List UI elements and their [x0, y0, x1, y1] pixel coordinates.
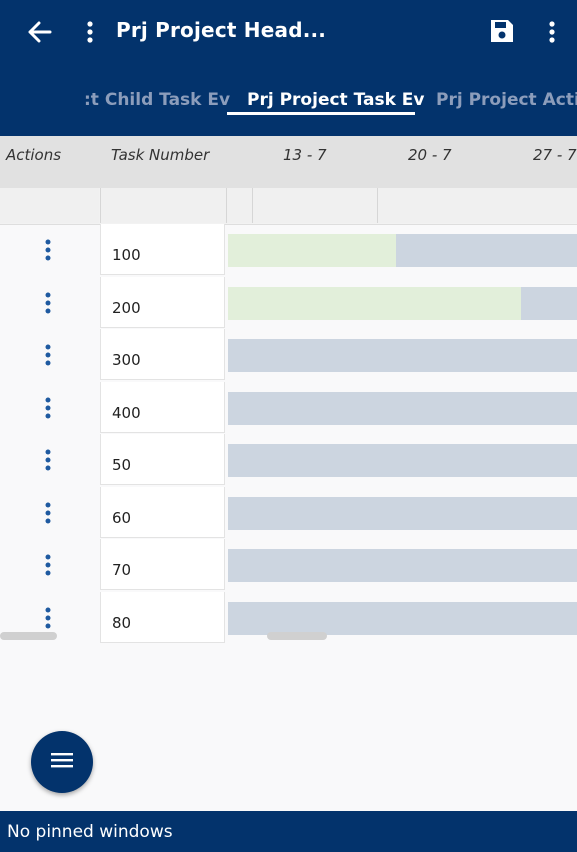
- row-actions-icon[interactable]: [38, 606, 58, 630]
- table-row[interactable]: 200: [0, 276, 577, 329]
- column-header-week-1: 13 - 7: [283, 146, 327, 164]
- horizontal-scrollbar-gantt[interactable]: [267, 632, 327, 640]
- tab-child-task-ev[interactable]: :t Child Task Ev: [84, 90, 231, 110]
- row-actions-icon[interactable]: [38, 448, 58, 472]
- gantt-bar[interactable]: [228, 549, 577, 582]
- table-row[interactable]: 60: [0, 486, 577, 539]
- hamburger-menu-icon: [51, 752, 73, 773]
- task-number-value: 200: [112, 298, 141, 317]
- row-actions-icon[interactable]: [38, 396, 58, 420]
- task-number-value: 50: [112, 456, 132, 474]
- task-number-cell[interactable]: 200: [100, 276, 225, 328]
- column-header-actions[interactable]: Actions: [6, 146, 62, 164]
- task-number-cell[interactable]: 70: [100, 539, 225, 590]
- footer-bar: No pinned windows: [0, 811, 577, 852]
- column-header-task-number[interactable]: Task Number: [111, 146, 210, 164]
- column-header-week-2: 20 - 7: [408, 146, 452, 164]
- active-tab-indicator: [227, 112, 415, 115]
- gantt-bar[interactable]: [228, 496, 577, 530]
- task-number-cell[interactable]: 300: [100, 329, 225, 380]
- task-number-value: 70: [112, 561, 132, 579]
- row-actions-icon[interactable]: [38, 291, 58, 315]
- gantt-bar[interactable]: [228, 339, 577, 372]
- tab-bar: :t Child Task Ev Prj Project Task Ev Prj…: [0, 82, 577, 116]
- row-actions-icon[interactable]: [38, 553, 58, 577]
- task-number-value: 100: [112, 246, 141, 264]
- row-actions-icon[interactable]: [38, 238, 58, 262]
- task-number-cell[interactable]: 50: [100, 434, 225, 485]
- gantt-progress: [228, 286, 521, 320]
- back-arrow-icon[interactable]: [26, 18, 54, 46]
- filter-cell-task-number[interactable]: [100, 188, 226, 223]
- menu-more-icon[interactable]: [80, 18, 100, 46]
- filter-cell-gantt-2: [252, 188, 377, 223]
- table-row[interactable]: 80: [0, 591, 577, 644]
- filter-cell-gantt-3: [377, 188, 577, 223]
- tab-project-activ[interactable]: Prj Project Activ: [436, 90, 577, 110]
- task-number-cell[interactable]: 80: [100, 591, 225, 643]
- gantt-bar[interactable]: [228, 601, 577, 635]
- menu-fab-button[interactable]: [31, 731, 93, 793]
- gantt-bar[interactable]: [228, 391, 577, 425]
- tab-project-task-ev[interactable]: Prj Project Task Ev: [247, 90, 425, 110]
- table-row[interactable]: 300: [0, 329, 577, 381]
- task-number-value: 300: [112, 351, 141, 369]
- page-title: Prj Project Head...: [116, 18, 327, 42]
- table-row[interactable]: 100: [0, 224, 577, 276]
- app-bar: Prj Project Head... :t Child Task Ev Prj…: [0, 0, 577, 136]
- task-number-value: 400: [112, 403, 141, 422]
- horizontal-scrollbar-left[interactable]: [0, 632, 57, 640]
- column-header-row: Actions Task Number 13 - 7 20 - 7 27 - 7: [0, 136, 577, 188]
- gantt-bar[interactable]: [228, 234, 577, 267]
- row-actions-icon[interactable]: [38, 343, 58, 367]
- table-row[interactable]: 400: [0, 381, 577, 434]
- save-icon[interactable]: [488, 17, 516, 45]
- task-number-cell[interactable]: 60: [100, 486, 225, 538]
- task-number-value: 60: [112, 508, 132, 527]
- table-row[interactable]: 50: [0, 434, 577, 486]
- overflow-menu-icon[interactable]: [542, 18, 562, 46]
- task-number-cell[interactable]: 100: [100, 224, 225, 275]
- column-header-week-3: 27 - 7: [533, 146, 577, 164]
- gantt-bar[interactable]: [228, 444, 577, 477]
- task-number-value: 80: [112, 613, 132, 632]
- filter-cell-actions[interactable]: [0, 188, 99, 223]
- footer-text: No pinned windows: [7, 822, 173, 842]
- table-row[interactable]: 70: [0, 539, 577, 591]
- filter-row: [0, 188, 577, 225]
- gantt-progress: [228, 234, 396, 267]
- task-number-cell[interactable]: 400: [100, 381, 225, 433]
- gantt-bar[interactable]: [228, 286, 577, 320]
- filter-cell-gantt-1: [226, 188, 252, 223]
- row-actions-icon[interactable]: [38, 501, 58, 525]
- top-toolbar: Prj Project Head...: [0, 0, 577, 64]
